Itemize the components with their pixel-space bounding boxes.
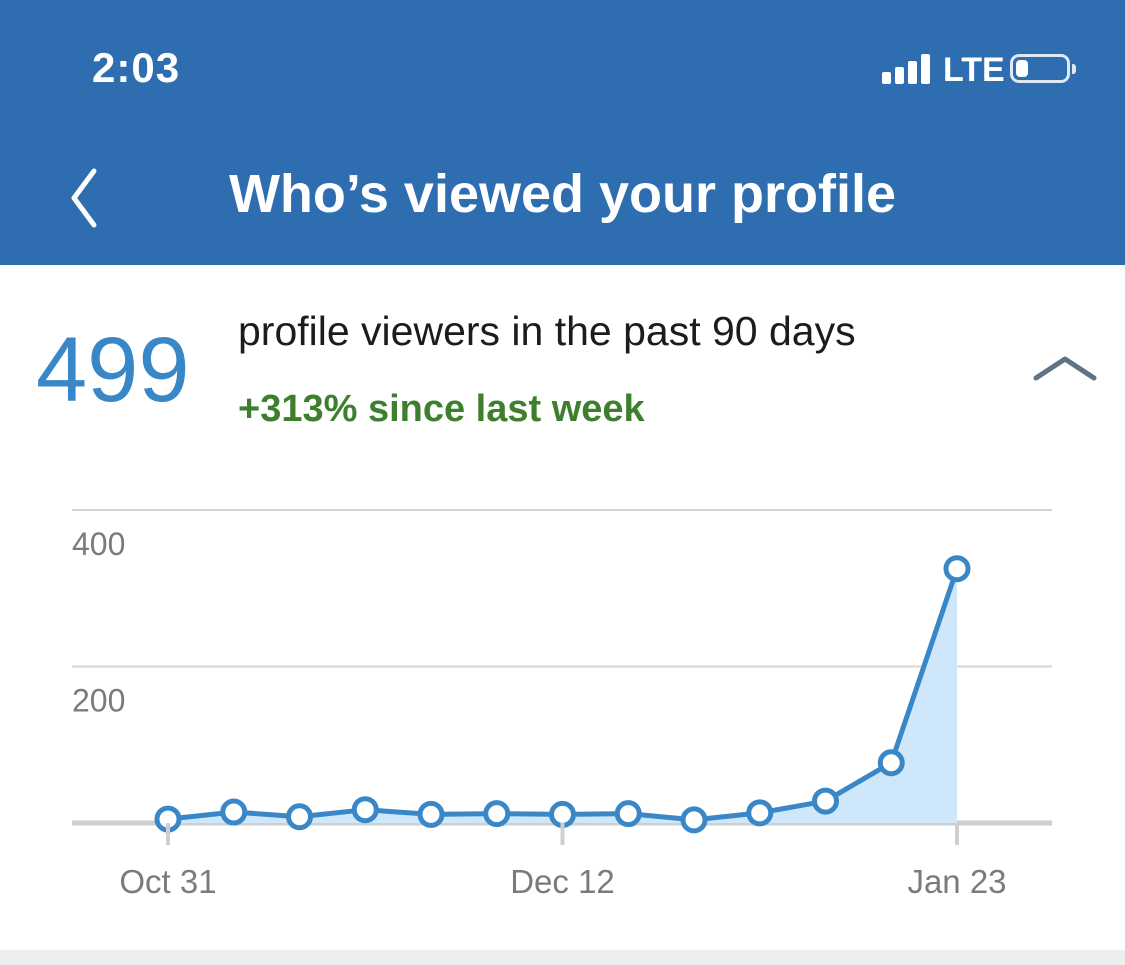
x-tick-label: Jan 23	[907, 863, 1006, 900]
chart-series-line	[167, 567, 960, 823]
data-point-8[interactable]	[680, 806, 708, 834]
data-point-12[interactable]	[943, 555, 971, 583]
y-tick-label: 400	[72, 526, 125, 562]
data-point-3[interactable]	[351, 796, 379, 824]
profile-viewer-count: 499	[36, 319, 190, 421]
battery-icon	[1010, 54, 1076, 83]
profile-viewers-label: profile viewers in the past 90 days	[238, 308, 856, 354]
chevron-left-icon	[71, 168, 97, 228]
data-point-1[interactable]	[220, 798, 248, 826]
status-time: 2:03	[92, 44, 181, 91]
chevron-up-icon	[1033, 356, 1097, 381]
data-point-2[interactable]	[286, 803, 313, 831]
page-title: Who’s viewed your profile	[0, 163, 1125, 225]
x-tick-label: Oct 31	[119, 863, 216, 900]
back-button[interactable]	[60, 165, 120, 231]
x-tick-label: Dec 12	[510, 863, 615, 900]
page-title-text: Who’s viewed your profile	[228, 164, 897, 224]
network-type: LTE	[943, 51, 1005, 89]
collapse-button[interactable]	[1030, 350, 1100, 390]
data-point-4[interactable]	[417, 800, 445, 828]
y-tick-label: 200	[72, 683, 125, 719]
chart-area-fill	[168, 568, 957, 823]
app-header: 2:03 LTE Who’s viewed your profile	[0, 0, 1125, 265]
data-point-5[interactable]	[483, 800, 511, 828]
section-divider	[0, 950, 1125, 965]
data-point-6[interactable]	[549, 800, 576, 828]
data-point-7[interactable]	[614, 800, 642, 828]
weekly-change-label: +313% since last week	[238, 388, 645, 430]
data-point-9[interactable]	[746, 799, 774, 827]
signal-icon	[882, 52, 934, 84]
data-point-10[interactable]	[812, 787, 839, 815]
data-point-11[interactable]	[877, 749, 905, 777]
profile-views-chart: 200 400 Oct 31 Dec 12 Jan 23	[72, 509, 1052, 900]
